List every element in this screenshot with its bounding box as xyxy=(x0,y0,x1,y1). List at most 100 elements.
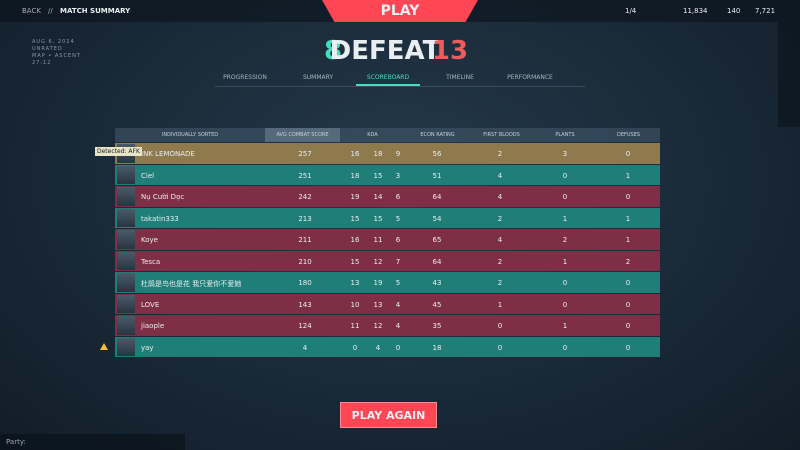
player-row[interactable] xyxy=(115,229,660,250)
defuses: 1 xyxy=(625,214,631,223)
defuses: 1 xyxy=(625,236,631,244)
column-header: INDIVIDUALLY SORTED xyxy=(161,132,219,138)
agent-portrait xyxy=(117,187,135,206)
column-header: KDA xyxy=(367,132,378,138)
defuses: 0 xyxy=(625,279,631,287)
tab[interactable]: PROGRESSION xyxy=(223,74,267,81)
kills: 0 xyxy=(352,343,358,352)
tab[interactable]: SCOREBOARD xyxy=(366,74,410,81)
first-bloods: 4 xyxy=(497,171,503,180)
defuses: 0 xyxy=(625,150,631,158)
player-row[interactable] xyxy=(115,186,660,207)
tab[interactable]: TIMELINE xyxy=(446,74,474,81)
econ-rating: 51 xyxy=(432,171,442,180)
first-bloods: 1 xyxy=(497,300,503,309)
kills: 19 xyxy=(350,193,360,201)
player-row[interactable] xyxy=(115,207,660,228)
separator: // xyxy=(48,7,53,15)
first-bloods: 4 xyxy=(497,236,503,244)
acs: 213 xyxy=(298,214,312,223)
econ-rating: 65 xyxy=(432,236,442,244)
first-bloods: 2 xyxy=(497,279,503,287)
acs: 4 xyxy=(302,343,308,352)
tab[interactable]: PERFORMANCE xyxy=(507,74,553,81)
plants: 1 xyxy=(562,214,568,223)
acs: 257 xyxy=(298,150,312,158)
play-button[interactable]: PLAY xyxy=(322,0,478,22)
acs: 242 xyxy=(298,193,312,201)
assists: 7 xyxy=(395,257,401,266)
chat-box[interactable] xyxy=(0,434,185,450)
acs: 180 xyxy=(298,279,312,287)
tab[interactable]: SUMMARY xyxy=(302,74,334,81)
player-row[interactable] xyxy=(115,143,660,164)
defuses: 0 xyxy=(625,300,631,309)
enemy-score: 13 xyxy=(431,36,469,66)
defuses: 0 xyxy=(625,193,631,201)
agent-portrait xyxy=(117,273,135,292)
agent-portrait xyxy=(117,208,135,227)
valorant-points: 11,834 xyxy=(683,7,708,15)
back-button[interactable]: BACK xyxy=(22,7,41,15)
tooltip: Detected: AFK xyxy=(95,147,142,156)
party-count: 1/4 xyxy=(625,7,637,15)
assists: 4 xyxy=(395,322,401,330)
plants: 0 xyxy=(562,171,568,180)
player-name: Tesca xyxy=(141,257,161,266)
assists: 3 xyxy=(395,171,401,180)
column-header: AVG COMBAT SCORE xyxy=(276,132,329,138)
match-result: DEFEAT xyxy=(329,36,441,66)
match-info: UNRATED xyxy=(32,46,63,52)
acs: 210 xyxy=(298,257,312,266)
plants: 1 xyxy=(562,257,568,266)
first-bloods: 0 xyxy=(497,343,503,352)
defuses: 1 xyxy=(625,171,631,180)
player-row[interactable] xyxy=(115,315,660,336)
econ-rating: 18 xyxy=(432,343,442,352)
assists: 6 xyxy=(395,193,401,201)
player-name: Ciel xyxy=(141,171,155,180)
econ-rating: 54 xyxy=(432,214,442,223)
econ-rating: 64 xyxy=(432,193,442,201)
player-row[interactable] xyxy=(115,164,660,185)
kills: 16 xyxy=(350,150,360,158)
deaths: 12 xyxy=(373,257,383,266)
deaths: 13 xyxy=(373,300,383,309)
agent-portrait xyxy=(117,337,135,356)
player-name: INK LEMONADE xyxy=(141,150,195,158)
deaths: 15 xyxy=(373,171,383,180)
kills: 18 xyxy=(350,171,360,180)
assists: 6 xyxy=(395,236,401,244)
player-row[interactable] xyxy=(115,293,660,314)
plants: 0 xyxy=(562,343,568,352)
player-row[interactable] xyxy=(115,336,660,357)
player-row[interactable] xyxy=(115,272,660,293)
plants: 0 xyxy=(562,279,568,287)
defuses: 0 xyxy=(625,343,631,352)
assists: 0 xyxy=(395,343,401,352)
defuses: 2 xyxy=(625,257,631,266)
first-bloods: 2 xyxy=(497,150,503,158)
match-info: AUG 6, 2024 xyxy=(32,39,75,45)
play-again-button[interactable]: PLAY AGAIN xyxy=(340,402,437,428)
agent-portrait xyxy=(117,230,135,249)
kingdom-credits: 7,721 xyxy=(755,7,776,15)
agent-portrait xyxy=(117,316,135,335)
kills: 11 xyxy=(350,322,360,330)
player-name: LOVE xyxy=(141,300,160,309)
plants: 0 xyxy=(562,193,568,201)
match-info: MAP • ASCENT xyxy=(32,53,81,59)
acs: 211 xyxy=(298,236,312,244)
column-header: ECON RATING xyxy=(420,132,455,138)
page-title: MATCH SUMMARY xyxy=(60,7,131,15)
player-name: Koye xyxy=(141,236,158,244)
acs: 251 xyxy=(298,171,312,180)
agent-portrait xyxy=(117,294,135,313)
plants: 2 xyxy=(562,236,568,244)
player-row[interactable] xyxy=(115,250,660,271)
deaths: 11 xyxy=(373,236,383,244)
kills: 15 xyxy=(350,257,360,266)
player-name: 杜鹃是鸟也是花 我只爱你不爱她 xyxy=(141,280,242,288)
plants: 3 xyxy=(562,150,568,158)
